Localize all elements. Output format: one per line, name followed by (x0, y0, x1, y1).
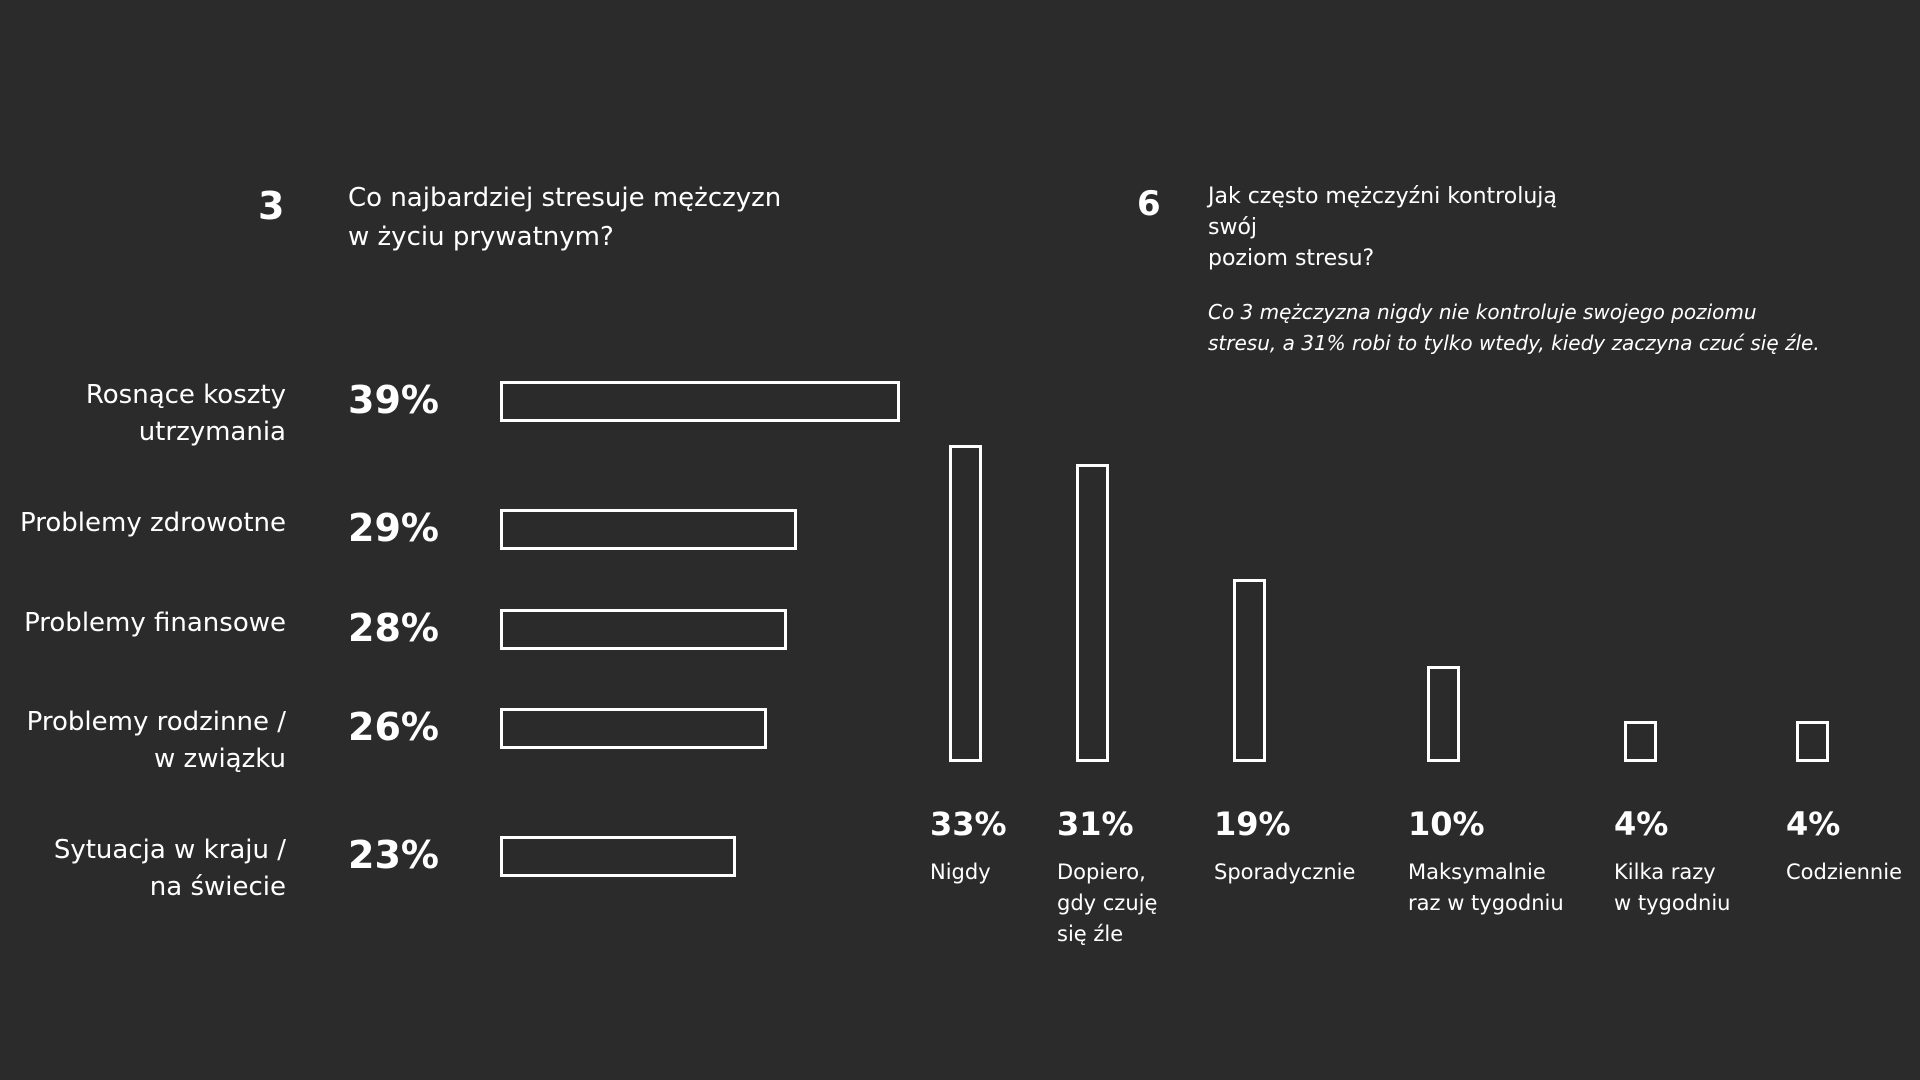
section-6-number: 6 (1137, 184, 1161, 224)
category-label: Nigdy (930, 860, 991, 884)
category-label: Problemy rodzinne / w związku (26, 706, 286, 774)
bar (500, 836, 736, 877)
value-label: 39% (348, 378, 439, 422)
category-label: Problemy zdrowotne (20, 507, 286, 538)
bar (1075, 464, 1109, 762)
value-label: 23% (348, 833, 439, 877)
category-label: Codziennie (1786, 860, 1902, 884)
category-label: Maksymalnie raz w tygodniu (1408, 860, 1564, 915)
bar (1795, 721, 1829, 762)
section-6-title: Jak często mężczyźni kontrolują swój poz… (1208, 184, 1557, 271)
bar (500, 381, 900, 422)
bar (1232, 579, 1266, 762)
category-label: Dopiero, gdy czuję się źle (1057, 860, 1158, 946)
bar (500, 509, 797, 550)
value-label: 4% (1614, 805, 1669, 843)
value-label: 33% (930, 805, 1007, 843)
category-label: Kilka razy w tygodniu (1614, 860, 1731, 915)
value-label: 19% (1214, 805, 1291, 843)
category-label: Rosnące koszty utrzymania (85, 379, 286, 447)
bar (1623, 721, 1657, 762)
value-label: 28% (348, 606, 439, 650)
category-label: Sytuacja w kraju / na świecie (53, 834, 286, 902)
category-label: Sporadycznie (1214, 860, 1356, 884)
value-label: 29% (348, 506, 439, 550)
bar (948, 445, 982, 762)
value-label: 10% (1408, 805, 1485, 843)
value-label: 26% (348, 705, 439, 749)
bar (500, 708, 767, 749)
section-3-number: 3 (258, 184, 285, 228)
value-label: 31% (1057, 805, 1134, 843)
section-6-note: Co 3 mężczyzna nigdy nie kontroluje swoj… (1208, 300, 1820, 355)
section-3-title: Co najbardziej stresuje mężczyzn w życiu… (348, 183, 782, 252)
category-label: Problemy finansowe (24, 607, 286, 638)
bar (1426, 666, 1460, 762)
bar (500, 609, 787, 650)
value-label: 4% (1786, 805, 1841, 843)
